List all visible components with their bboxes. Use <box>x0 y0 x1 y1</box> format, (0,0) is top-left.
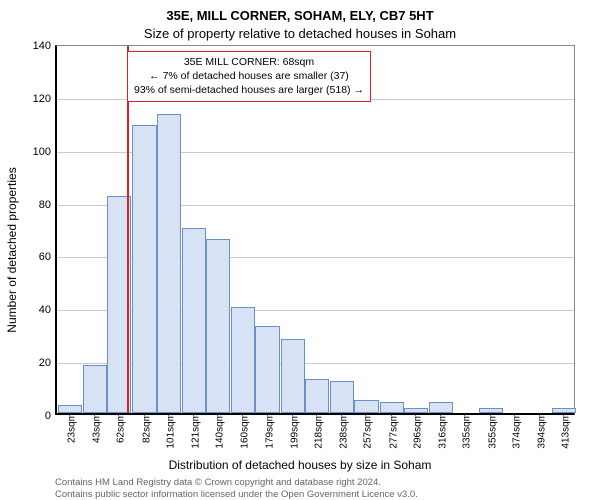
y-tick-label: 80 <box>39 199 57 211</box>
annotation-line2: ← 7% of detached houses are smaller (37) <box>134 69 364 83</box>
x-tick-label: 277sqm <box>384 413 399 449</box>
histogram-bar <box>132 125 156 413</box>
x-tick-label: 140sqm <box>211 413 226 449</box>
footer-copyright-1: Contains HM Land Registry data © Crown c… <box>55 477 381 488</box>
x-tick-label: 179sqm <box>260 413 275 449</box>
histogram-bar <box>182 228 206 413</box>
x-tick-label: 316sqm <box>434 413 449 449</box>
y-tick-label: 140 <box>33 40 57 52</box>
histogram-bar <box>281 339 305 413</box>
y-tick-label: 60 <box>39 251 57 263</box>
x-tick-label: 199sqm <box>285 413 300 449</box>
chart-title-line1: 35E, MILL CORNER, SOHAM, ELY, CB7 5HT <box>0 8 600 23</box>
x-tick-label: 238sqm <box>335 413 350 449</box>
x-tick-label: 160sqm <box>236 413 251 449</box>
x-tick-label: 296sqm <box>408 413 423 449</box>
x-tick-label: 62sqm <box>112 413 127 443</box>
x-tick-label: 413sqm <box>557 413 572 449</box>
y-axis-label: Number of detached properties <box>5 167 19 332</box>
histogram-bar <box>107 196 131 413</box>
histogram-bar <box>255 326 279 413</box>
histogram-bar <box>380 402 404 413</box>
y-tick-label: 120 <box>33 93 57 105</box>
histogram-bar <box>231 307 255 413</box>
x-tick-label: 374sqm <box>507 413 522 449</box>
x-tick-label: 257sqm <box>359 413 374 449</box>
x-tick-label: 121sqm <box>186 413 201 449</box>
x-tick-label: 101sqm <box>161 413 176 449</box>
annotation-box: 35E MILL CORNER: 68sqm← 7% of detached h… <box>127 51 371 102</box>
histogram-bar <box>330 381 354 413</box>
histogram-bar <box>58 405 82 413</box>
histogram-bar <box>305 379 329 413</box>
y-tick-label: 20 <box>39 357 57 369</box>
footer-copyright-2: Contains public sector information licen… <box>55 489 418 500</box>
x-tick-label: 82sqm <box>137 413 152 443</box>
y-tick-label: 0 <box>45 410 57 422</box>
x-tick-label: 335sqm <box>458 413 473 449</box>
x-axis-label: Distribution of detached houses by size … <box>0 458 600 472</box>
histogram-bar <box>206 239 230 413</box>
annotation-line3: 93% of semi-detached houses are larger (… <box>134 83 364 97</box>
histogram-bar <box>157 114 181 413</box>
x-tick-label: 43sqm <box>88 413 103 443</box>
y-tick-label: 100 <box>33 146 57 158</box>
histogram-bar <box>354 400 378 413</box>
plot-area: 02040608010012014035E MILL CORNER: 68sqm… <box>55 45 575 415</box>
x-tick-label: 394sqm <box>533 413 548 449</box>
annotation-line1: 35E MILL CORNER: 68sqm <box>134 55 364 69</box>
histogram-bar <box>429 402 453 413</box>
histogram-bar <box>83 365 107 413</box>
x-tick-label: 355sqm <box>483 413 498 449</box>
chart-title-line2: Size of property relative to detached ho… <box>0 26 600 41</box>
x-tick-label: 23sqm <box>62 413 77 443</box>
y-tick-label: 40 <box>39 304 57 316</box>
x-tick-label: 218sqm <box>310 413 325 449</box>
chart-container: 35E, MILL CORNER, SOHAM, ELY, CB7 5HT Si… <box>0 0 600 500</box>
